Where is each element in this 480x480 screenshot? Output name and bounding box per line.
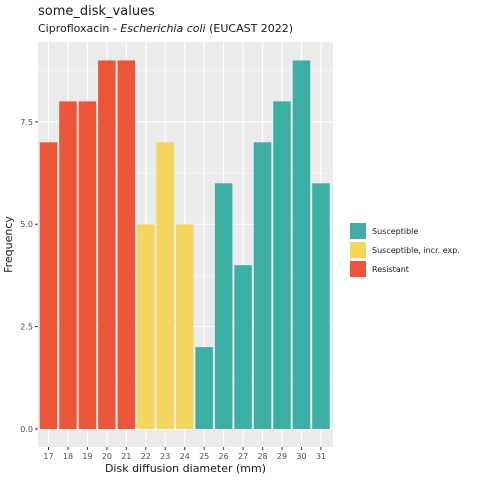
legend-label-I: Susceptible, incr. exp.: [372, 246, 460, 255]
bar-19: [78, 101, 97, 429]
subtitle-guideline: (EUCAST 2022): [206, 22, 293, 35]
x-tick-label: 21: [121, 452, 131, 461]
bar-26: [214, 183, 233, 429]
x-tick-label: 19: [82, 452, 92, 461]
y-tick-label: 7.5: [20, 118, 33, 127]
bar-30: [292, 60, 311, 430]
bar-25: [195, 347, 213, 429]
bar-18: [59, 101, 77, 429]
legend-label-R: Resistant: [372, 265, 409, 274]
bar-21: [117, 60, 136, 430]
bar-20: [98, 60, 116, 430]
x-tick-label: 27: [238, 452, 248, 461]
legend: Susceptible Susceptible, incr. exp. Resist…: [350, 223, 460, 277]
x-axis: 17 18 19 20 21 22 23 24 25 26 27 28 29 30 31: [43, 447, 326, 461]
y-axis: 0.0 2.5 5.0 7.5: [20, 118, 38, 434]
x-tick-label: 24: [180, 452, 190, 461]
bar-17: [39, 142, 58, 430]
bar-27: [234, 265, 252, 429]
y-tick-label: 5.0: [20, 220, 33, 229]
legend-label-S: Susceptible: [372, 227, 418, 236]
bar-24: [175, 224, 194, 429]
x-tick-label: 23: [160, 452, 170, 461]
x-tick-label: 25: [199, 452, 209, 461]
y-axis-title: Frequency: [2, 216, 15, 273]
bar-22: [137, 224, 155, 429]
bar-31: [312, 183, 330, 429]
y-tick-label: 0.0: [20, 425, 33, 434]
x-tick-label: 17: [43, 452, 53, 461]
subtitle-organism: Escherichia coli: [120, 22, 205, 35]
y-tick-label: 2.5: [20, 323, 33, 332]
chart-subtitle: Ciprofloxacin - Escherichia coli (EUCAST…: [38, 22, 293, 35]
bars-group: [39, 60, 330, 430]
x-tick-label: 18: [63, 452, 73, 461]
chart-title: some_disk_values: [38, 4, 155, 19]
legend-key-S: [350, 223, 366, 239]
x-tick-label: 26: [219, 452, 229, 461]
legend-key-I: [350, 242, 366, 258]
subtitle-drug: Ciprofloxacin -: [38, 22, 120, 35]
x-tick-label: 31: [316, 452, 326, 461]
legend-key-R: [350, 261, 366, 277]
x-tick-label: 29: [277, 452, 287, 461]
bar-29: [273, 101, 291, 429]
x-tick-label: 30: [296, 452, 306, 461]
x-tick-label: 22: [141, 452, 151, 461]
x-tick-label: 20: [102, 452, 112, 461]
x-tick-label: 28: [257, 452, 267, 461]
bar-23: [156, 142, 175, 430]
x-axis-title: Disk diffusion diameter (mm): [105, 462, 266, 475]
bar-28: [253, 142, 272, 430]
